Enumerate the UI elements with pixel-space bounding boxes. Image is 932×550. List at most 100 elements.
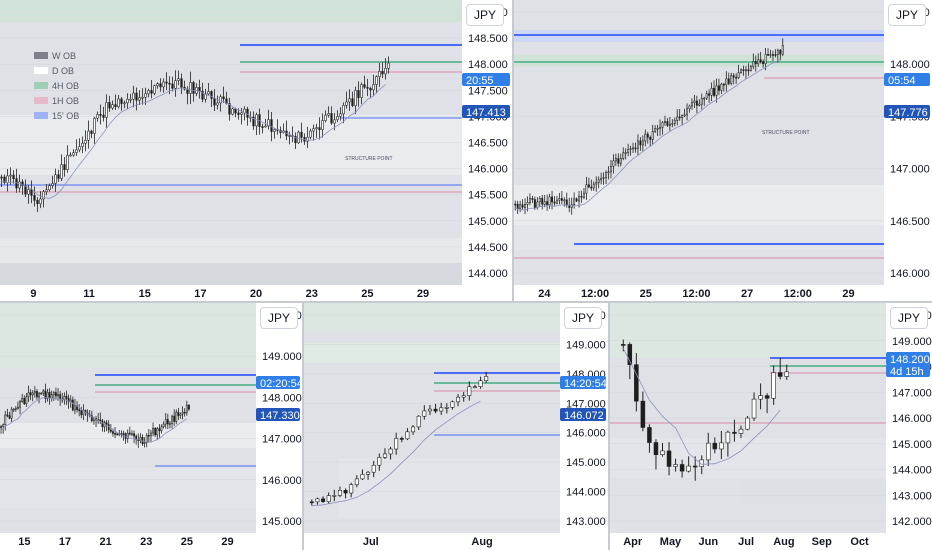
candle-body [399, 438, 404, 440]
chart-pane-p1[interactable]: 149.000148.500148.000147.500147.000146.5… [0, 0, 512, 301]
price-tag: 4d 15h [886, 364, 930, 378]
pane-divider[interactable] [608, 303, 610, 550]
price-tag: 20:55 [462, 73, 510, 87]
candle-body [769, 54, 772, 56]
order-block-zone [304, 343, 560, 363]
symbol-badge[interactable]: JPY [890, 307, 929, 329]
y-tick-label: 146.500 [468, 138, 508, 150]
order-block-zone [514, 185, 884, 225]
candle-body [321, 498, 326, 502]
x-tick-label: Oct [850, 536, 869, 548]
candle-body [617, 158, 620, 164]
candle-body [536, 201, 539, 208]
pane-divider[interactable] [0, 301, 932, 303]
pane-divider[interactable] [512, 0, 514, 301]
pane-divider[interactable] [302, 303, 304, 550]
y-tick-label: 148.000 [468, 59, 508, 71]
order-block-zone [0, 303, 256, 368]
candle-body [639, 140, 642, 146]
candle-body [183, 411, 186, 414]
candle-body [186, 88, 189, 94]
candle-body [57, 394, 59, 397]
candle-body [342, 105, 345, 115]
price-tag: 146.072 [560, 408, 606, 422]
candle-body [646, 133, 649, 138]
candle-body [531, 198, 534, 200]
candle-body [71, 399, 74, 411]
candle-body [169, 423, 171, 425]
candle-body [767, 54, 770, 56]
candle-body [720, 83, 723, 91]
candle-body [679, 464, 685, 472]
chart-pane-p4[interactable]: 150.000149.000148.000147.000146.000145.0… [304, 303, 608, 550]
candle-body [228, 103, 231, 115]
candle-body [150, 90, 153, 94]
candle-body [6, 414, 9, 417]
svg-text:147.330: 147.330 [260, 410, 300, 422]
candle-body [129, 98, 132, 101]
candle-body [781, 45, 784, 55]
chart-pane-p5[interactable]: 150.000149.000148.000147.000146.000145.0… [610, 303, 932, 550]
x-tick-label: 24 [538, 288, 551, 300]
y-tick-label: 145.000 [566, 457, 606, 469]
candle-body [543, 201, 546, 205]
candle-body [4, 414, 7, 425]
candle-body [105, 102, 108, 118]
candle-body [19, 401, 21, 408]
symbol-badge[interactable]: JPY [564, 307, 603, 329]
candle-body [210, 91, 213, 99]
candle-body [147, 90, 150, 95]
candle-body [315, 498, 320, 503]
candle-body [126, 432, 129, 439]
candle-body [378, 71, 381, 77]
candle-body [757, 59, 760, 65]
candle-body [67, 398, 70, 403]
candle-body [681, 115, 684, 118]
candle-body [372, 84, 375, 91]
candle-body [339, 113, 342, 117]
x-tick-label: 11 [83, 288, 95, 300]
symbol-badge[interactable]: JPY [888, 4, 927, 26]
candle-body [96, 114, 99, 119]
x-tick-label: 17 [59, 536, 71, 548]
y-tick-label: 143.000 [566, 516, 606, 528]
price-tag: 14:20:54 [560, 376, 607, 390]
candle-body [712, 442, 718, 450]
candle-body [108, 102, 111, 109]
svg-text:D OB: D OB [52, 66, 74, 76]
candle-body [185, 404, 188, 413]
candle-body [656, 127, 659, 130]
candle-body [99, 114, 102, 116]
candle-body [63, 164, 66, 171]
candle-body [710, 87, 713, 96]
x-tick-label: 29 [842, 288, 854, 300]
x-tick-label: 29 [221, 536, 233, 548]
candle-body [162, 81, 165, 88]
chart-pane-p3[interactable]: 150.000149.000148.000147.000146.000145.0… [0, 303, 302, 550]
candle-body [524, 204, 527, 208]
candle-body [732, 431, 737, 434]
x-tick-label: 17 [194, 288, 206, 300]
candle-body [369, 87, 372, 91]
candle-body [699, 459, 704, 467]
symbol-badge[interactable]: JPY [466, 4, 505, 26]
candle-body [160, 426, 163, 432]
candle-body [78, 146, 81, 151]
candle-body [188, 404, 190, 410]
candle-body [12, 174, 15, 179]
candle-body [177, 411, 180, 416]
candle-body [771, 54, 774, 56]
symbol-badge[interactable]: JPY [260, 307, 299, 329]
candle-body [722, 83, 725, 86]
candle-body [45, 189, 48, 193]
candle-body [76, 405, 78, 410]
candle-body [673, 464, 678, 467]
candle-body [179, 413, 182, 416]
candle-body [745, 417, 750, 430]
candle-body [627, 149, 630, 153]
candle-body [101, 420, 104, 428]
candle-body [132, 92, 135, 100]
chart-pane-p2[interactable]: 148.500148.000147.500147.000146.500146.0… [514, 0, 932, 301]
candle-body [158, 428, 161, 432]
candle-body [332, 495, 337, 497]
